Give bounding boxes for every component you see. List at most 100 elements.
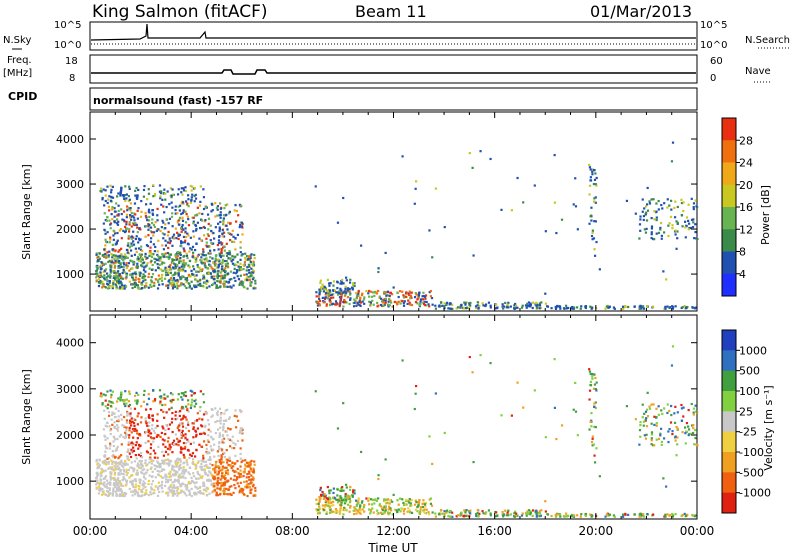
echo-cell — [348, 293, 352, 296]
echo-cell — [128, 452, 131, 455]
echo-cell — [171, 468, 174, 471]
echo-cell — [174, 227, 177, 230]
echo-cell — [643, 207, 646, 210]
echo-cell — [154, 485, 157, 488]
echo-cell — [166, 440, 170, 443]
echo-cell — [165, 255, 169, 259]
echo-cell — [193, 400, 196, 403]
echo-cell — [195, 274, 198, 277]
echo-cell — [113, 464, 116, 468]
echo-cell — [318, 499, 321, 502]
echo-cell — [375, 499, 379, 503]
echo-cell — [185, 213, 188, 216]
echo-cell — [116, 424, 119, 427]
echo-cell — [125, 193, 128, 196]
echo-cell — [218, 466, 221, 469]
echo-cell — [108, 241, 111, 244]
echo-cell — [104, 244, 107, 247]
echo-cell — [152, 389, 155, 392]
echo-cell — [106, 390, 109, 393]
echo-cell — [164, 198, 167, 201]
echo-cell — [144, 211, 147, 215]
echo-cell — [158, 257, 161, 260]
echo-cell — [613, 307, 616, 310]
echo-cell — [690, 197, 693, 200]
echo-cell — [588, 428, 591, 431]
echo-cell — [174, 267, 177, 270]
echo-cell — [205, 241, 208, 244]
echo-cell — [179, 240, 183, 243]
echo-cell — [150, 486, 153, 489]
echo-cell — [184, 442, 188, 445]
echo-cell — [336, 510, 339, 513]
echo-cell — [228, 456, 231, 459]
echo-cell — [173, 258, 176, 262]
echo-cell — [132, 446, 135, 449]
echo-cell — [223, 488, 226, 491]
echo-cell — [328, 506, 331, 509]
echo-cell — [131, 483, 134, 487]
echo-cell — [179, 483, 182, 486]
echo-cell — [111, 411, 114, 414]
echo-cell — [588, 166, 592, 169]
echo-cell — [328, 491, 331, 495]
echo-cell — [555, 231, 558, 235]
echo-cell — [181, 269, 184, 272]
echo-cell — [186, 438, 189, 441]
echo-cell — [224, 477, 227, 480]
echo-cell — [591, 375, 594, 378]
echo-cell — [135, 266, 138, 269]
echo-cell — [180, 245, 183, 248]
echo-cell — [324, 499, 328, 502]
echo-cell — [431, 303, 434, 306]
echo-cell — [128, 476, 131, 479]
echo-cell — [510, 209, 514, 212]
echo-cell — [134, 483, 138, 486]
echo-cell — [369, 301, 372, 304]
echo-cell — [242, 488, 245, 491]
freq-unit-label: [MHz] — [3, 68, 32, 79]
echo-cell — [160, 226, 163, 229]
echo-cell — [191, 462, 194, 465]
echo-cell — [209, 256, 212, 259]
echo-cell — [659, 226, 662, 229]
echo-cell — [184, 186, 187, 189]
echo-cell — [140, 283, 143, 286]
echo-cell — [112, 280, 115, 283]
echo-cell — [247, 470, 250, 473]
echo-cell — [216, 410, 220, 413]
echo-cell — [655, 232, 658, 235]
echo-cell — [589, 384, 593, 387]
echo-cell — [137, 453, 141, 456]
echo-cell — [344, 287, 347, 290]
echo-cell — [138, 466, 141, 469]
freq-bottom-tick: 8 — [69, 73, 75, 84]
echo-cell — [659, 432, 662, 435]
echo-cell — [97, 492, 101, 495]
echo-cell — [230, 278, 233, 281]
echo-cell — [682, 406, 685, 409]
echo-cell — [198, 409, 202, 412]
echo-cell — [234, 279, 237, 282]
echo-cell — [657, 231, 661, 235]
echo-cell — [167, 230, 170, 234]
echo-cell — [182, 466, 185, 469]
echo-cell — [419, 508, 422, 511]
echo-cell — [139, 215, 143, 218]
echo-cell — [247, 269, 251, 272]
echo-cell — [106, 437, 109, 440]
echo-cell — [239, 409, 243, 413]
echo-cell — [142, 280, 145, 283]
echo-cell — [144, 270, 147, 273]
echo-cell — [213, 268, 216, 271]
echo-cell — [475, 307, 478, 310]
echo-cell — [167, 464, 170, 467]
echo-cell — [213, 249, 216, 252]
echo-cell — [169, 446, 172, 449]
echo-cell — [107, 411, 111, 414]
echo-cell — [165, 423, 168, 427]
echo-cell — [115, 447, 118, 450]
echo-cell — [213, 475, 216, 478]
echo-cell — [245, 255, 249, 258]
